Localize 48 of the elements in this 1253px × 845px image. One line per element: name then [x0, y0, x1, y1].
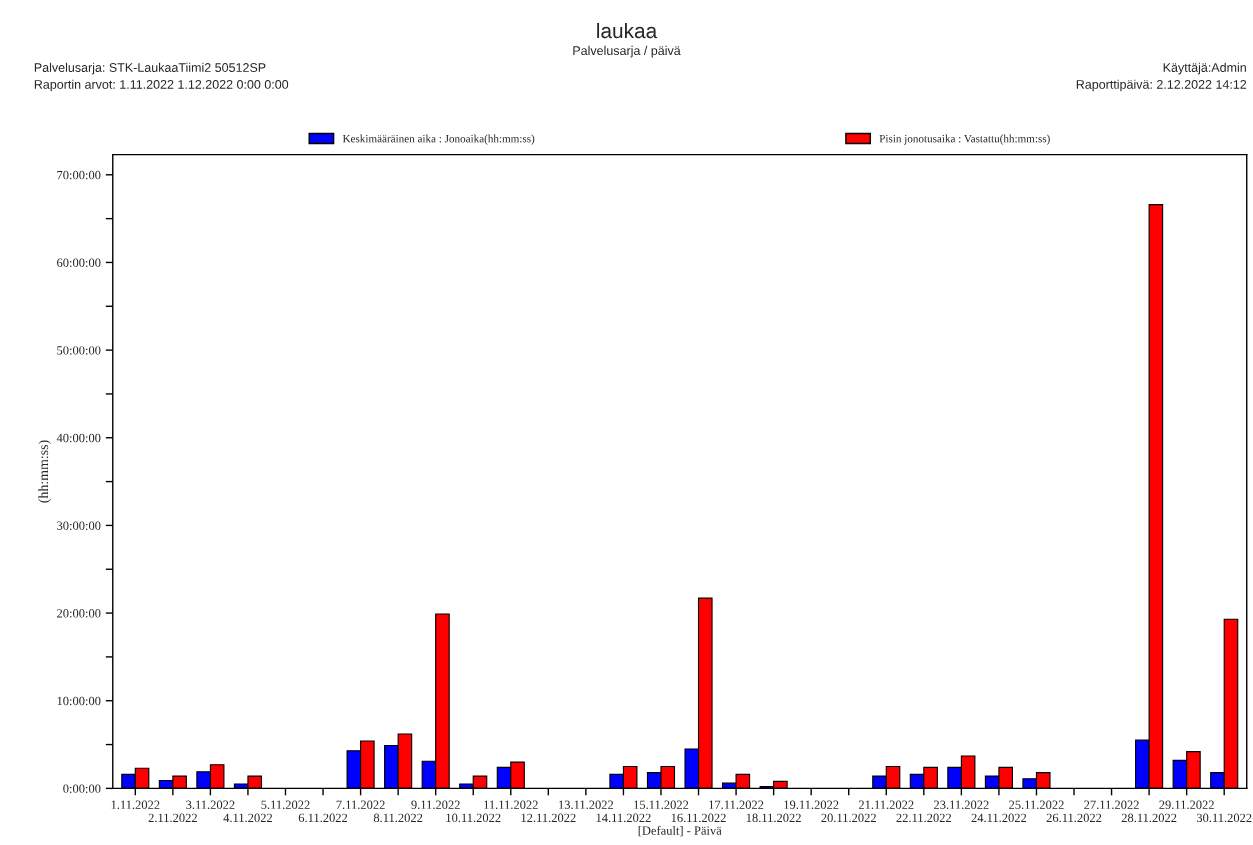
x-tick-label: 13.11.2022 — [559, 800, 614, 810]
x-tick-label: 30.11.2022 — [1196, 813, 1252, 823]
x-tick-label: 1.11.2022 — [111, 800, 160, 810]
y-tick-label: 50:00:00 — [57, 346, 101, 355]
x-tick-label: 16.11.2022 — [671, 813, 726, 823]
x-tick-label: 21.11.2022 — [858, 800, 914, 810]
legend-label: Keskimääräinen aika : Jonoaika(hh:mm:ss) — [342, 134, 535, 145]
x-tick-label: 27.11.2022 — [1084, 800, 1139, 810]
x-tick-label: 10.11.2022 — [446, 813, 501, 823]
x-tick-label: 4.11.2022 — [223, 813, 273, 823]
y-tick-label: 70:00:00 — [57, 170, 101, 180]
x-tick-label: 29.11.2022 — [1159, 800, 1214, 810]
chart-title: laukaa — [597, 22, 658, 39]
x-tick-label: 5.11.2022 — [261, 800, 310, 810]
text: Käyttäjä:Admin — [1163, 62, 1246, 75]
x-tick-label: 20.11.2022 — [821, 813, 876, 823]
x-tick-label: 8.11.2022 — [373, 813, 423, 823]
y-axis-title: (hh:mm:ss) — [38, 440, 51, 503]
x-tick-label: 23.11.2022 — [934, 800, 989, 810]
x-tick-label: 26.11.2022 — [1046, 813, 1102, 823]
x-tick-label: 11.11.2022 — [484, 800, 538, 810]
x-tick-label: 12.11.2022 — [521, 813, 576, 823]
x-tick-label: 24.11.2022 — [971, 813, 1027, 823]
x-tick-label: 9.11.2022 — [411, 800, 460, 810]
y-tick-label: 30:00:00 — [57, 521, 101, 530]
y-tick-label: 40:00:00 — [56, 433, 101, 443]
x-tick-label: 6.11.2022 — [298, 813, 348, 823]
x-tick-label: 28.11.2022 — [1121, 813, 1177, 823]
text: Raporttipäivä: 2.12.2022 14:12 — [1076, 79, 1247, 92]
y-tick-label: 60:00:00 — [57, 258, 101, 267]
x-tick-label: 15.11.2022 — [634, 800, 689, 810]
x-tick-label: 19.11.2022 — [784, 800, 839, 810]
chart-subtitle: Palvelusarja / päivä — [573, 45, 681, 58]
x-tick-label: 25.11.2022 — [1009, 800, 1064, 810]
text: Raportin arvot: 1.11.2022 1.12.2022 0:00 0:00 — [34, 79, 289, 92]
y-tick-label: 10:00:00 — [57, 696, 101, 706]
text: Palvelusarja: STK-LaukaaTiimi2 50512SP — [34, 62, 266, 75]
x-tick-label: 3.11.2022 — [186, 800, 235, 810]
y-tick-label: 20:00:00 — [57, 609, 101, 618]
x-tick-label: 18.11.2022 — [746, 813, 801, 823]
x-axis-title: [Default] - Päivä — [638, 825, 722, 837]
x-tick-label: 2.11.2022 — [148, 813, 197, 823]
x-tick-label: 22.11.2022 — [896, 813, 952, 823]
x-tick-label: 17.11.2022 — [709, 800, 764, 810]
legend-label: Pisin jonotusaika : Vastattu(hh:mm:ss) — [879, 134, 1050, 145]
x-tick-label: 14.11.2022 — [596, 813, 651, 823]
x-tick-label: 7.11.2022 — [336, 800, 385, 810]
y-tick-label: 0:00:00 — [63, 784, 101, 793]
